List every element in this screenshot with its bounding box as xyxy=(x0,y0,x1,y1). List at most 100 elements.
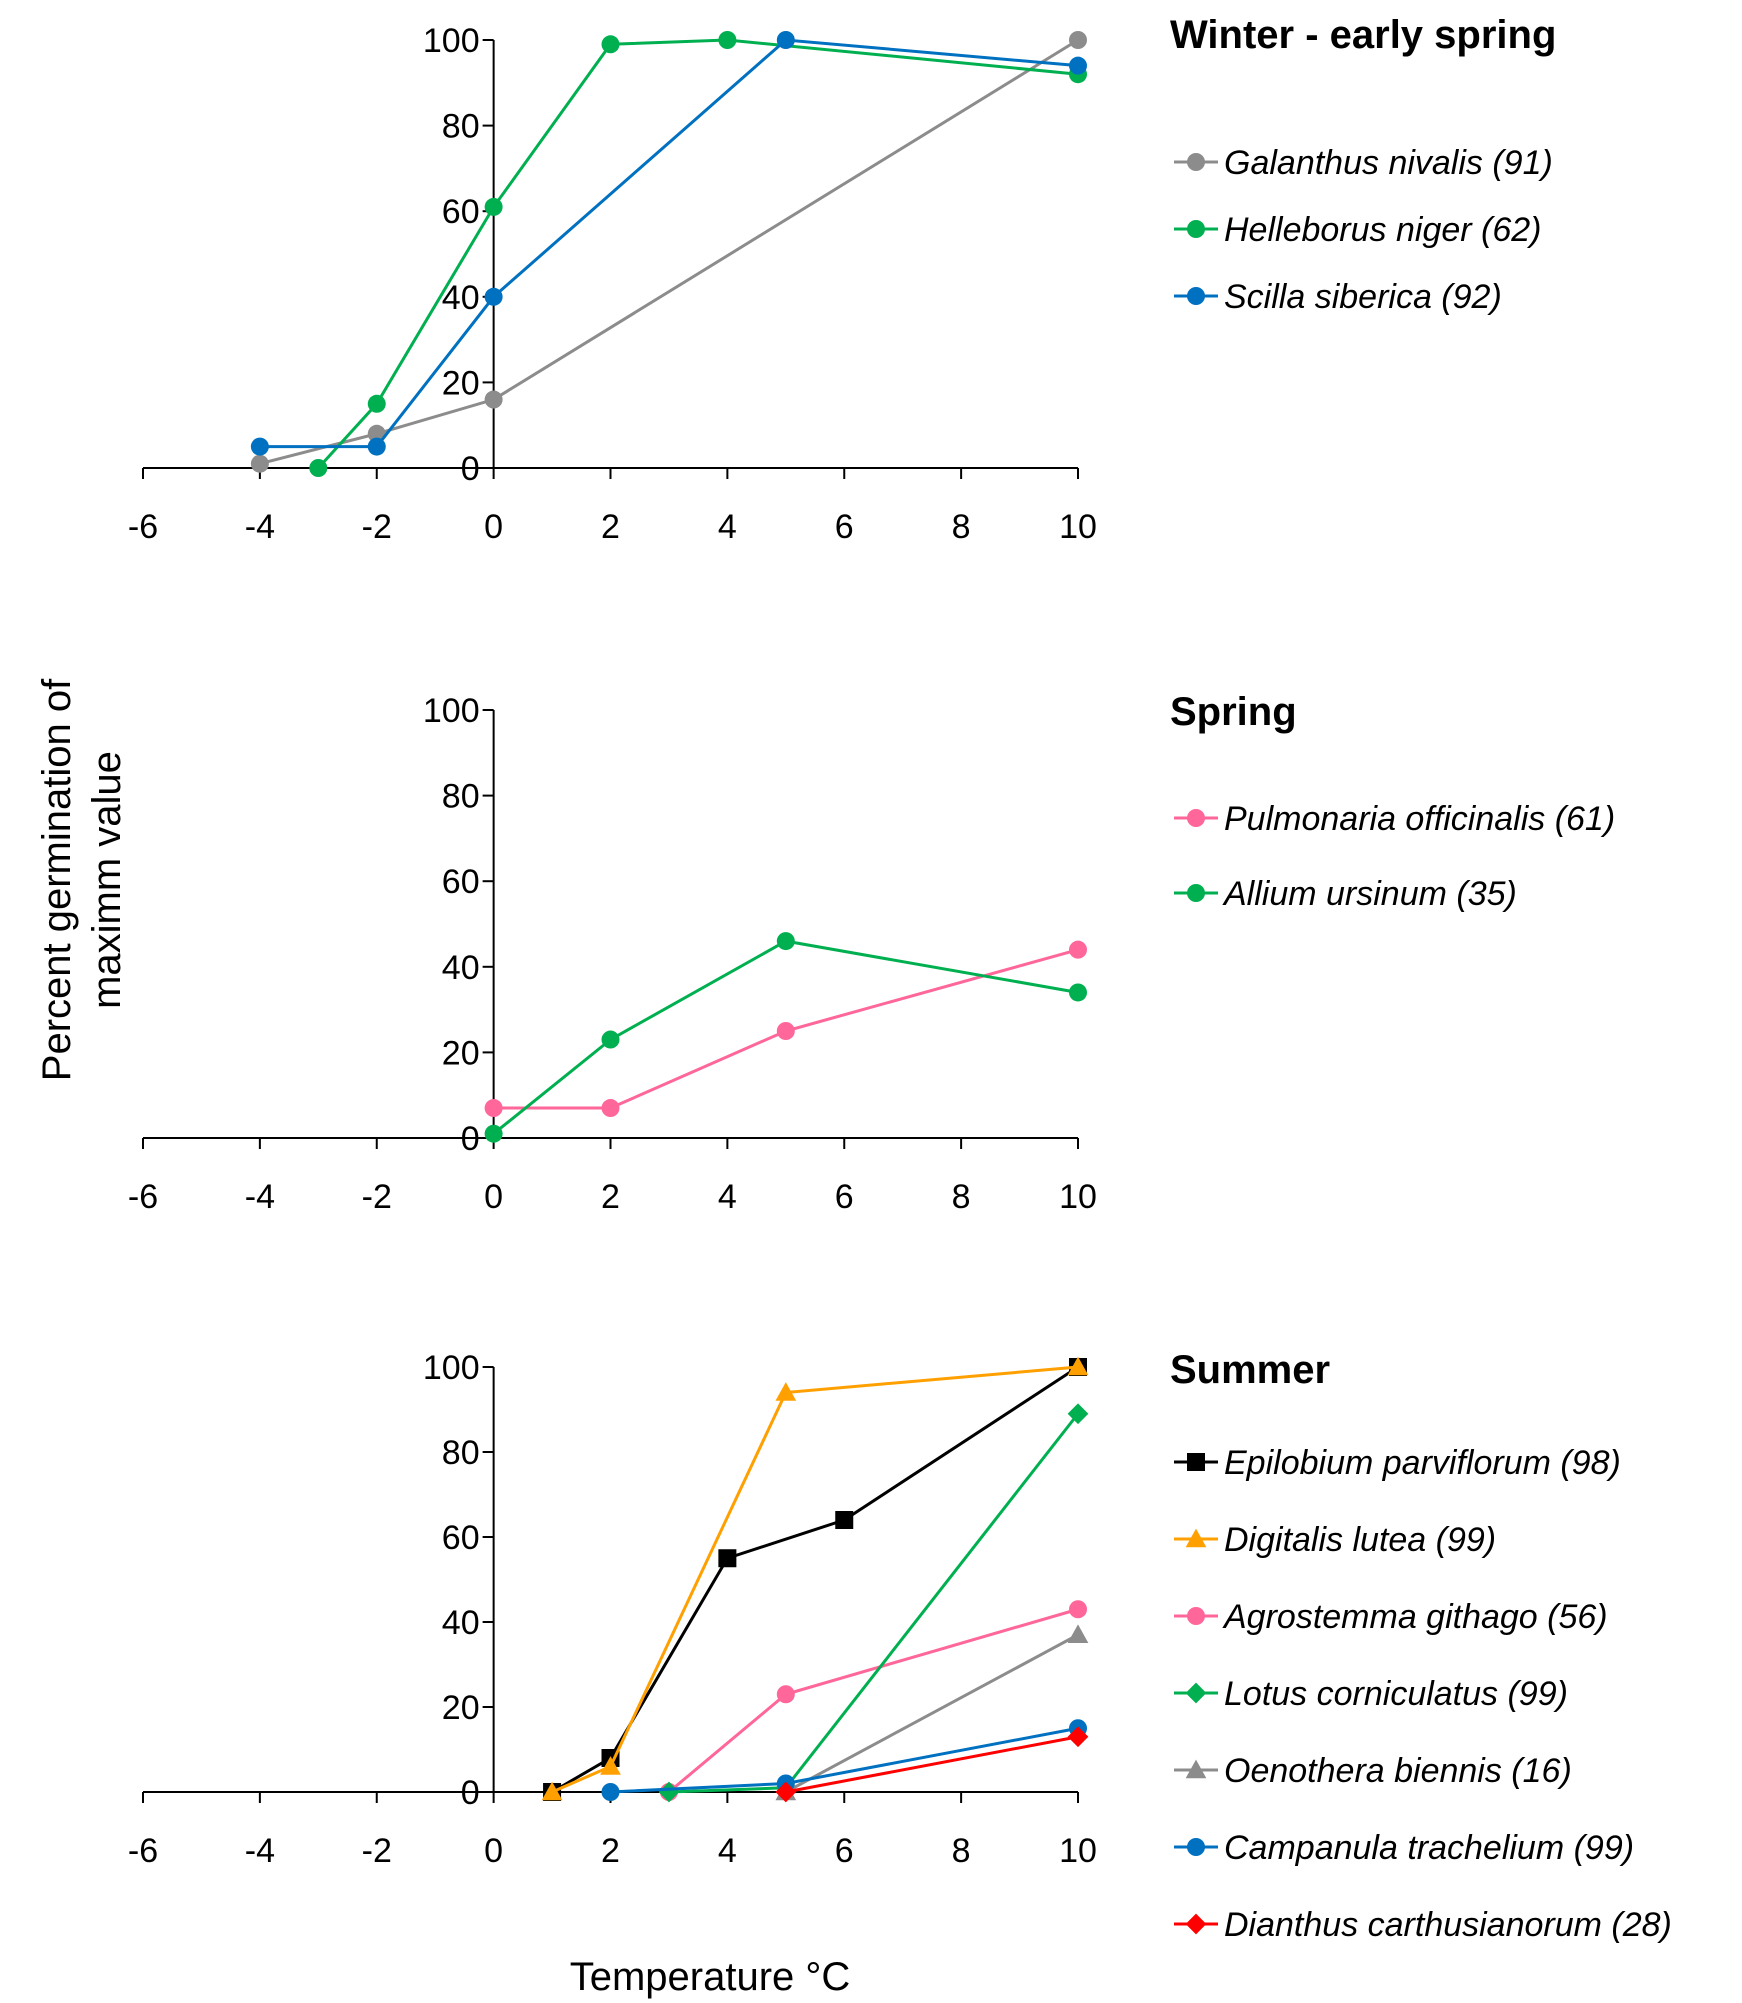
chart-title: Summer xyxy=(1170,1348,1330,1392)
x-tick-label: -2 xyxy=(362,1832,392,1870)
data-point-3-3 xyxy=(484,287,503,306)
y-tick-label: 80 xyxy=(442,1434,480,1472)
x-tick-label: 10 xyxy=(1059,1832,1097,1870)
data-point-2-1 xyxy=(309,459,328,477)
x-tick-label: -6 xyxy=(128,1178,158,1216)
y-tick-label: 40 xyxy=(442,1604,480,1642)
y-tick-label: 0 xyxy=(461,1120,480,1158)
legend-label: Pulmonaria officinalis (61) xyxy=(1224,800,1615,838)
series-line-3 xyxy=(259,38,1079,449)
data-point-2-1 xyxy=(541,1781,563,1801)
data-point-7-1 xyxy=(775,1781,797,1803)
x-tick-label: -4 xyxy=(245,1178,275,1216)
data-point-2-2 xyxy=(601,1030,620,1049)
x-tick-label: 2 xyxy=(601,508,620,546)
data-point-2-2 xyxy=(367,394,386,413)
data-point-1-4 xyxy=(835,1511,854,1529)
y-tick-label: 100 xyxy=(423,692,480,730)
x-tick-label: -2 xyxy=(362,1178,392,1216)
y-tick-label: 20 xyxy=(442,364,480,402)
data-point-3-4 xyxy=(776,31,795,49)
y-tick-label: 60 xyxy=(442,863,480,901)
x-tick-label: 4 xyxy=(718,508,737,546)
legend-label: Campanula trachelium (99) xyxy=(1224,1829,1634,1867)
legend-label: Dianthus carthusianorum (28) xyxy=(1224,1906,1672,1944)
x-axis-label: Temperature °C xyxy=(570,1955,851,1999)
legend-marker xyxy=(1187,220,1205,238)
legend-marker xyxy=(1187,884,1205,902)
legend-label: Lotus corniculatus (99) xyxy=(1224,1675,1568,1713)
x-tick-label: 6 xyxy=(835,508,854,546)
data-point-1-2 xyxy=(601,1099,620,1118)
x-tick-label: 10 xyxy=(1059,508,1097,546)
series-line-1 xyxy=(551,1365,1079,1794)
x-tick-label: 0 xyxy=(484,1832,503,1870)
y-tick-label: 40 xyxy=(442,949,480,987)
x-tick-label: -2 xyxy=(362,508,392,546)
legend-label: Helleborus niger (62) xyxy=(1224,211,1542,249)
chart-title: Spring xyxy=(1170,690,1297,734)
series-line-2 xyxy=(551,1365,1079,1794)
data-point-1-4 xyxy=(1069,940,1087,959)
series-line-3 xyxy=(667,1607,1079,1794)
legend-label: Galanthus nivalis (91) xyxy=(1224,144,1553,182)
y-tick-label: 60 xyxy=(442,193,480,231)
data-point-3-2 xyxy=(367,437,386,456)
data-point-1-1 xyxy=(484,1099,503,1118)
y-tick-label: 100 xyxy=(423,1349,480,1387)
x-tick-label: 10 xyxy=(1059,1178,1097,1216)
data-point-2-5 xyxy=(718,31,737,49)
series-line-1 xyxy=(259,38,1079,466)
series-line-2 xyxy=(317,38,1079,470)
x-tick-label: 0 xyxy=(484,508,503,546)
legend-label: Agrostemma githago (56) xyxy=(1222,1598,1608,1636)
series-line-2 xyxy=(492,939,1079,1135)
legend-marker xyxy=(1187,809,1205,827)
x-tick-label: -4 xyxy=(245,508,275,546)
legend-marker xyxy=(1187,1453,1205,1471)
legend-marker xyxy=(1187,1838,1205,1856)
data-point-2-3 xyxy=(775,1382,797,1401)
x-tick-label: 2 xyxy=(601,1832,620,1870)
legend-label: Allium ursinum (35) xyxy=(1222,875,1517,913)
x-tick-label: 6 xyxy=(835,1832,854,1870)
x-tick-label: -6 xyxy=(128,508,158,546)
data-point-3-3 xyxy=(1069,1600,1087,1619)
data-point-6-1 xyxy=(601,1783,620,1801)
data-point-2-4 xyxy=(1067,1356,1089,1376)
data-point-2-4 xyxy=(1069,983,1087,1002)
x-tick-label: 8 xyxy=(952,1178,971,1216)
y-tick-label: 0 xyxy=(461,450,480,488)
x-tick-label: 4 xyxy=(718,1178,737,1216)
chart-title: Winter - early spring xyxy=(1170,13,1556,57)
y-tick-label: 20 xyxy=(442,1689,480,1727)
series-line-4 xyxy=(668,1412,1080,1794)
data-point-7-2 xyxy=(1067,1726,1089,1748)
legend-marker xyxy=(1185,1759,1207,1779)
legend-label: Oenothera biennis (16) xyxy=(1224,1752,1572,1790)
data-point-2-2 xyxy=(600,1756,621,1775)
data-point-4-3 xyxy=(1067,1403,1089,1425)
data-point-4-1 xyxy=(658,1781,680,1803)
x-tick-label: 4 xyxy=(718,1832,737,1870)
data-point-3-5 xyxy=(1069,56,1087,75)
y-tick-label: 20 xyxy=(442,1034,480,1072)
y-tick-label: 80 xyxy=(442,778,480,816)
data-point-1-1 xyxy=(250,454,269,473)
legend-label: Digitalis lutea (99) xyxy=(1224,1521,1496,1559)
x-tick-label: 0 xyxy=(484,1178,503,1216)
x-tick-label: 8 xyxy=(952,508,971,546)
legend-marker xyxy=(1187,1607,1205,1625)
data-point-1-3 xyxy=(718,1549,737,1568)
data-point-1-2 xyxy=(367,424,386,443)
x-tick-label: 6 xyxy=(835,1178,854,1216)
series-line-5 xyxy=(785,1633,1079,1794)
legend-marker xyxy=(1187,287,1205,305)
legend-label: Epilobium parviflorum (98) xyxy=(1224,1444,1621,1482)
data-point-1-3 xyxy=(484,390,503,409)
data-point-2-4 xyxy=(601,35,620,54)
